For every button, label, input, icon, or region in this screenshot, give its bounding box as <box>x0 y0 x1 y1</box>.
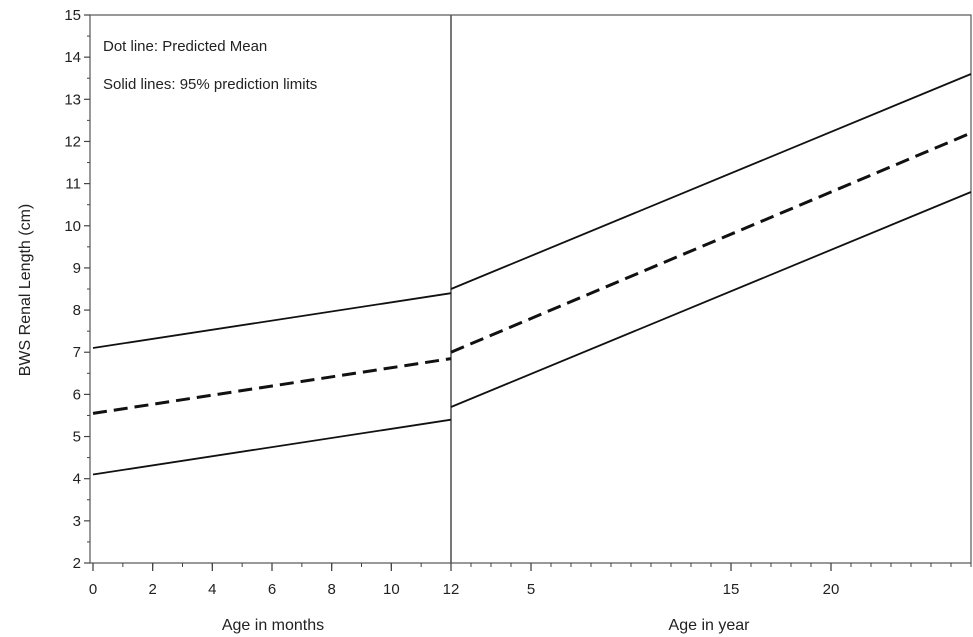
y-tick-label-10: 10 <box>64 218 81 235</box>
y-axis: 2 3 4 5 6 7 8 9 10 11 12 13 14 15 <box>64 7 90 572</box>
x-tick-label-1-20: 20 <box>823 581 840 598</box>
x-tick-label-0-10: 10 <box>383 581 400 598</box>
y-tick-label-2: 2 <box>73 555 81 572</box>
y-tick-label-14: 14 <box>64 49 81 66</box>
series-line-0-1-dashed <box>92 357 452 415</box>
x-tick-label-0-12: 12 <box>443 581 460 598</box>
series-line-1-2-solid <box>450 191 972 408</box>
plot-frame <box>89 14 972 564</box>
y-tick-label-12: 12 <box>64 133 81 150</box>
series-line-1-1-dashed <box>450 131 972 354</box>
y-tick-label-15: 15 <box>64 7 81 24</box>
plot-border <box>89 14 972 564</box>
x-tick-label-0-6: 6 <box>268 581 276 598</box>
series-line-0-2-solid <box>92 418 452 476</box>
y-tick-label-4: 4 <box>73 471 81 488</box>
series-layer <box>92 73 972 476</box>
series-line-0-0-solid <box>92 292 452 349</box>
y-tick-label-3: 3 <box>73 513 81 530</box>
y-tick-label-6: 6 <box>73 386 81 403</box>
x-tick-label-0-2: 2 <box>148 581 156 598</box>
y-axis-label: BWS Renal Length (cm) <box>17 204 34 377</box>
x-axis-label-years: Age in year <box>669 617 751 634</box>
legend-mean-note: Dot line: Predicted Mean <box>103 38 267 55</box>
x-tick-label-1-5: 5 <box>527 581 535 598</box>
x-tick-label-1-15: 15 <box>723 581 740 598</box>
x-axis-label-months: Age in months <box>222 617 324 634</box>
x-axis-months: 0 2 4 6 8 10 12 <box>89 563 460 598</box>
y-tick-label-13: 13 <box>64 91 81 108</box>
y-tick-label-7: 7 <box>73 344 81 361</box>
y-tick-label-5: 5 <box>73 429 81 446</box>
x-tick-label-0-4: 4 <box>208 581 216 598</box>
x-tick-label-0-0: 0 <box>89 581 97 598</box>
x-axis-years: 5 15 20 <box>450 563 972 598</box>
x-tick-label-0-8: 8 <box>327 581 335 598</box>
y-tick-label-9: 9 <box>73 260 81 277</box>
series-line-1-0-solid <box>450 73 972 290</box>
y-tick-label-8: 8 <box>73 302 81 319</box>
y-tick-label-11: 11 <box>65 176 81 193</box>
legend-limits-note: Solid lines: 95% prediction limits <box>103 76 317 93</box>
